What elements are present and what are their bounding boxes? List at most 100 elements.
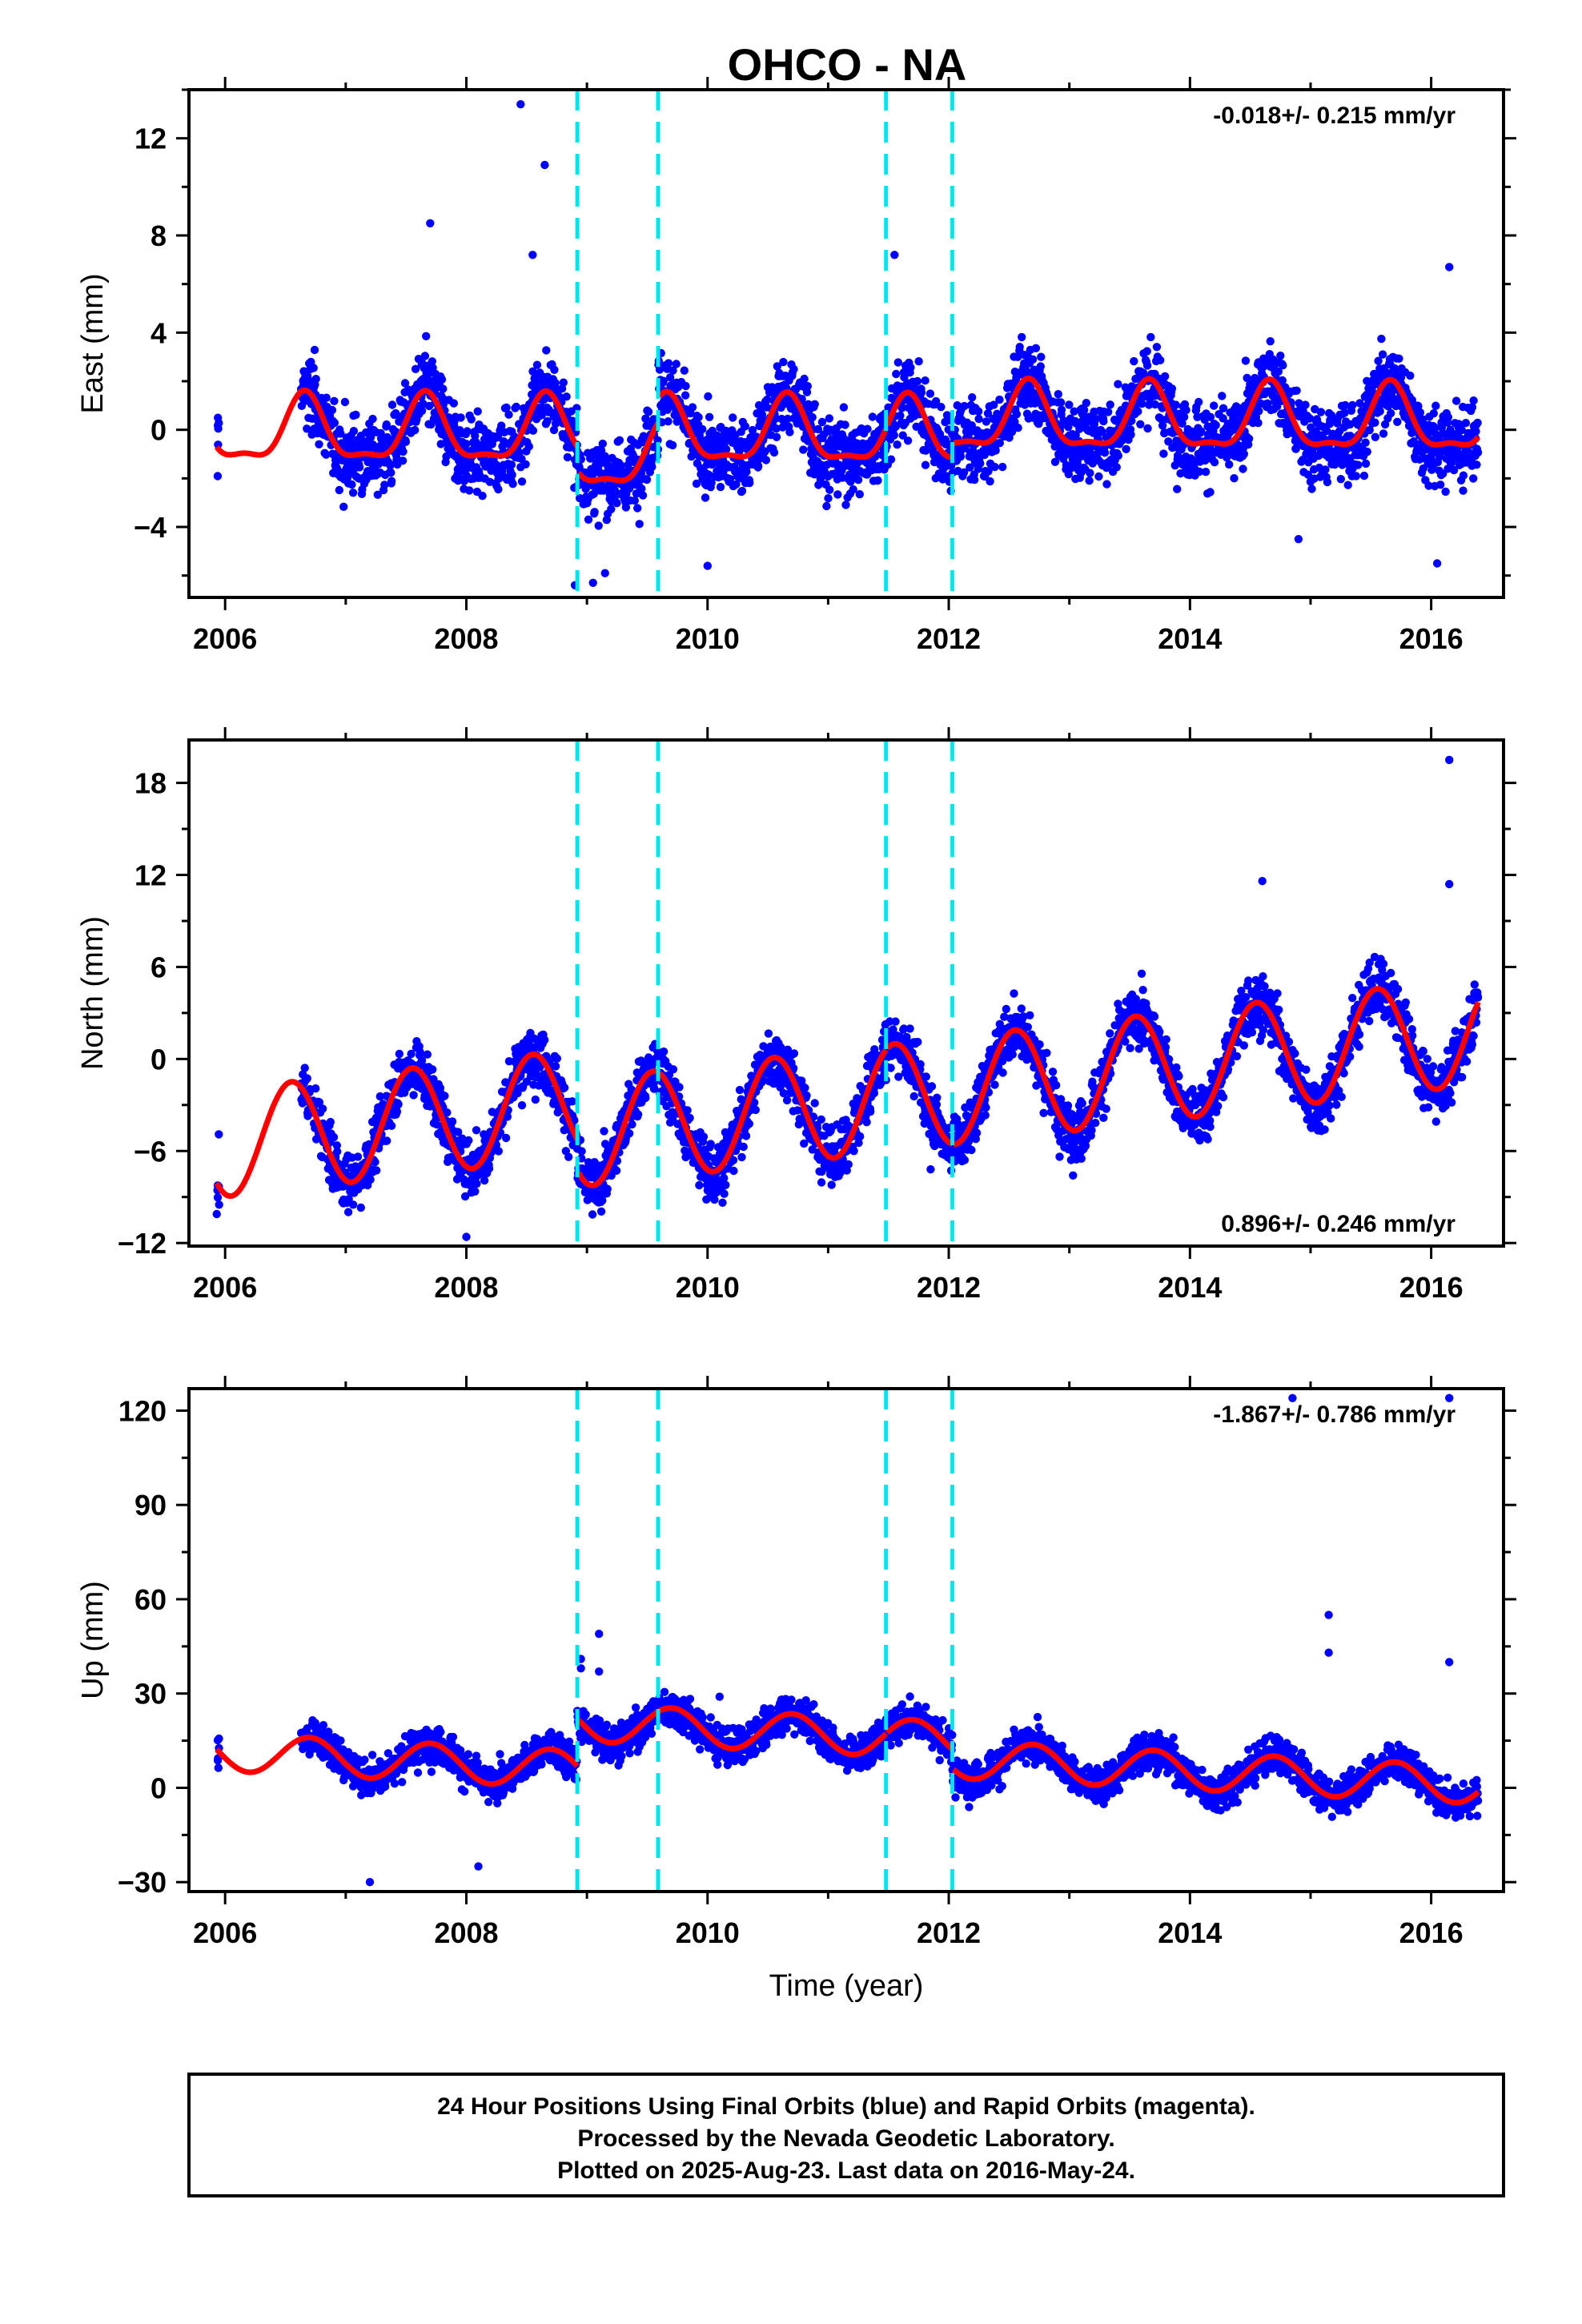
- data-point: [889, 431, 899, 440]
- data-point: [897, 404, 906, 412]
- data-point: [1295, 399, 1303, 408]
- figure-title: OHCO - NA: [728, 39, 967, 90]
- data-point: [763, 395, 772, 404]
- data-point: [326, 1117, 335, 1127]
- y-axis-label: East (mm): [76, 273, 110, 413]
- data-point: [551, 1062, 560, 1071]
- data-point: [339, 502, 348, 511]
- data-point: [1195, 397, 1203, 407]
- data-point: [672, 360, 681, 368]
- data-point: [532, 377, 540, 386]
- data-point: [1050, 457, 1060, 466]
- data-point: [935, 430, 945, 439]
- data-point: [1355, 399, 1364, 408]
- data-point: [1152, 343, 1162, 352]
- data-point: [995, 439, 1005, 448]
- data-point: [802, 1091, 811, 1100]
- data-point: [1210, 401, 1219, 410]
- data-point: [1146, 332, 1155, 342]
- data-point: [664, 417, 673, 426]
- data-point: [1255, 407, 1263, 416]
- data-point: [685, 1113, 694, 1123]
- data-point: [213, 472, 223, 480]
- data-point: [330, 418, 339, 428]
- data-point: [1461, 419, 1471, 428]
- data-point: [745, 1120, 753, 1128]
- data-point: [956, 452, 966, 461]
- data-point: [594, 521, 603, 530]
- data-point: [1014, 352, 1022, 361]
- data-point: [1241, 356, 1251, 365]
- data-point: [1065, 400, 1074, 409]
- data-point: [855, 490, 865, 499]
- data-point: [1014, 424, 1022, 432]
- data-point: [1459, 471, 1468, 480]
- data-point: [1371, 432, 1380, 441]
- data-point: [1037, 352, 1046, 361]
- data-point: [1378, 350, 1387, 359]
- data-point: [966, 428, 974, 436]
- data-point: [896, 411, 905, 420]
- data-point: [480, 1176, 489, 1185]
- data-point: [641, 414, 650, 423]
- data-point: [1354, 460, 1363, 469]
- data-point: [926, 389, 935, 398]
- y-tick-label: −4: [134, 511, 167, 544]
- data-point: [562, 392, 571, 401]
- data-point: [1218, 392, 1227, 400]
- data-point: [810, 1099, 819, 1108]
- data-point: [478, 492, 487, 501]
- data-point: [335, 485, 343, 495]
- data-point: [817, 1115, 825, 1124]
- data-point: [540, 1035, 549, 1044]
- data-point: [1167, 384, 1177, 393]
- data-point: [437, 375, 447, 384]
- data-point: [628, 1120, 636, 1129]
- data-point: [1321, 465, 1330, 474]
- data-point: [1158, 421, 1167, 430]
- data-point: [729, 1166, 738, 1176]
- data-point: [863, 424, 872, 433]
- data-point: [757, 416, 766, 425]
- data-point: [903, 436, 913, 445]
- data-point: [1244, 434, 1254, 443]
- data-point: [1219, 414, 1227, 423]
- data-point: [990, 462, 999, 472]
- data-point: [772, 432, 781, 441]
- data-point: [1361, 459, 1371, 468]
- data-point: [1387, 408, 1395, 418]
- data-point: [1363, 376, 1371, 385]
- data-point: [916, 1059, 925, 1069]
- data-point: [356, 1203, 365, 1212]
- data-point: [472, 1179, 481, 1188]
- data-point: [1305, 414, 1315, 423]
- data-points: [213, 100, 1483, 589]
- data-point: [668, 440, 677, 450]
- data-point: [1071, 431, 1080, 440]
- data-point: [1379, 429, 1388, 438]
- data-point: [497, 421, 506, 430]
- data-point: [986, 476, 994, 486]
- y-tick-label: 8: [151, 219, 167, 252]
- data-point: [707, 478, 716, 488]
- data-point: [366, 433, 375, 442]
- data-point: [624, 1129, 634, 1138]
- data-point: [516, 100, 525, 109]
- data-point: [1219, 404, 1228, 412]
- data-point: [612, 499, 621, 508]
- data-point: [465, 486, 474, 495]
- data-point: [887, 393, 896, 403]
- data-point: [825, 414, 834, 423]
- data-point: [1445, 263, 1454, 271]
- data-point: [1473, 448, 1483, 457]
- data-point: [704, 392, 713, 401]
- data-point: [563, 452, 572, 462]
- data-point: [603, 1184, 612, 1193]
- data-point: [387, 400, 397, 409]
- data-point: [721, 1180, 730, 1189]
- data-point: [528, 251, 537, 259]
- data-point: [844, 1160, 853, 1169]
- data-point: [420, 352, 430, 360]
- data-point: [1340, 408, 1349, 417]
